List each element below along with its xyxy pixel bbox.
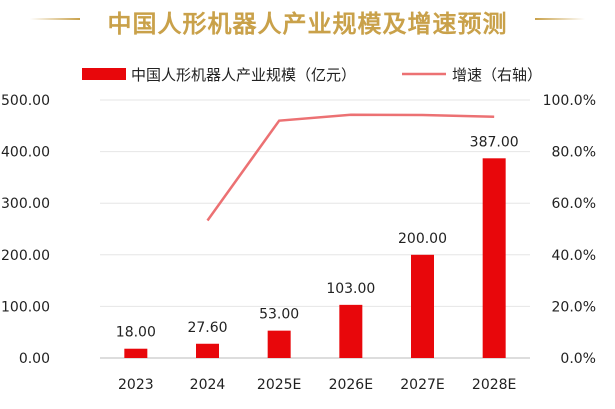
growth-line <box>206 113 495 222</box>
y-left-tick-label: 500.00 <box>1 93 50 109</box>
bar-value-label: 27.60 <box>187 320 227 336</box>
bar-value-label: 387.00 <box>470 134 519 150</box>
y-right-tick-label: 20.0% <box>552 299 596 315</box>
bar-value-label: 18.00 <box>116 325 156 341</box>
y-right-tick-label: 60.0% <box>552 196 596 212</box>
legend-bar-swatch <box>82 68 126 80</box>
bar-value-label: 53.00 <box>259 307 299 323</box>
x-tick-label: 2025E <box>257 377 301 393</box>
x-tick-label: 2026E <box>329 377 373 393</box>
y-left-tick-label: 0.00 <box>19 351 50 367</box>
y-left-tick-label: 100.00 <box>1 299 50 315</box>
y-left-tick-label: 300.00 <box>1 196 50 212</box>
y-right-tick-label: 100.0% <box>543 93 596 109</box>
x-tick-label: 2027E <box>400 377 444 393</box>
chart-title: 中国人形机器人产业规模及增速预测 <box>107 10 508 38</box>
y-right-tick-label: 80.0% <box>552 145 596 161</box>
x-tick-label: 2023 <box>118 377 154 393</box>
legend-line-label: 增速（右轴） <box>452 66 542 84</box>
bar-value-label: 103.00 <box>326 281 375 297</box>
y-right-tick-label: 0.0% <box>560 351 596 367</box>
legend-bar-label: 中国人形机器人产业规模（亿元） <box>131 66 356 84</box>
y-right-tick-label: 40.0% <box>552 248 596 264</box>
title-rule-left <box>30 18 80 20</box>
bar <box>339 304 363 358</box>
y-left-tick-label: 400.00 <box>1 145 50 161</box>
bar <box>196 343 219 358</box>
bar <box>482 158 506 358</box>
bar-value-label: 200.00 <box>398 231 447 247</box>
bar <box>411 254 434 358</box>
title-rule-right <box>535 18 585 20</box>
y-left-tick-label: 200.00 <box>1 248 50 264</box>
bar <box>124 348 148 358</box>
x-tick-label: 2024 <box>190 377 226 393</box>
bar <box>267 330 291 358</box>
x-tick-label: 2028E <box>472 377 516 393</box>
